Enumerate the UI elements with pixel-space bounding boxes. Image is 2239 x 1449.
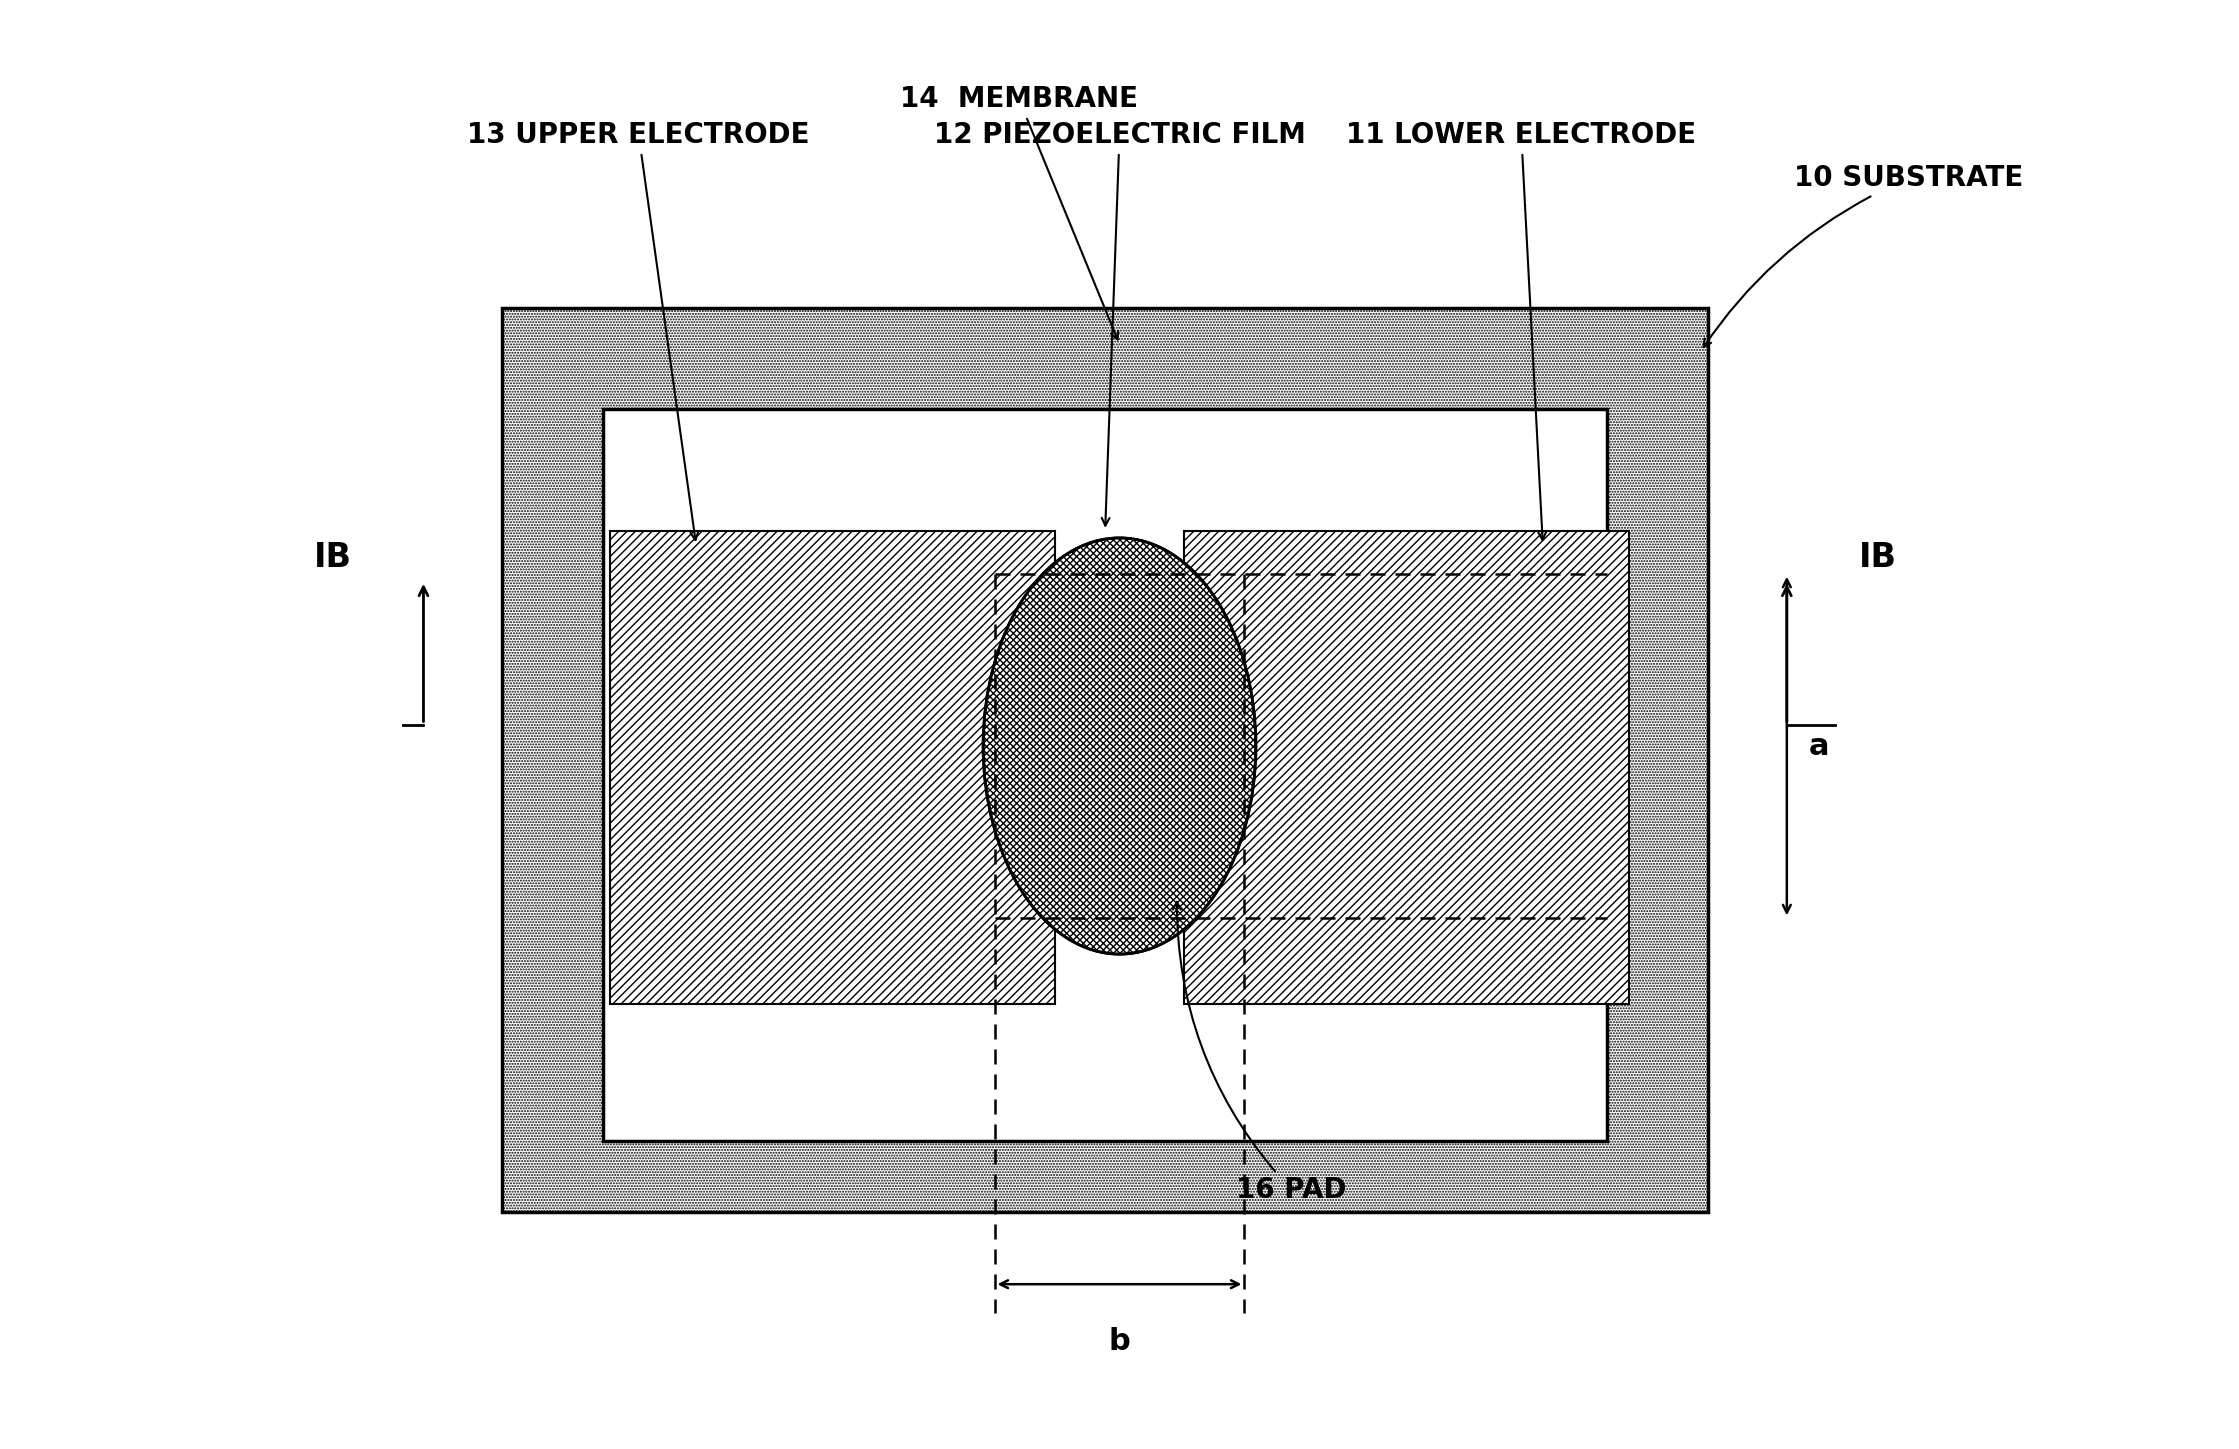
- Text: 12 PIEZOELECTRIC FILM: 12 PIEZOELECTRIC FILM: [934, 122, 1305, 526]
- Bar: [502, 309, 1708, 1213]
- Bar: [1184, 530, 1630, 1004]
- Text: a: a: [1809, 732, 1829, 761]
- Bar: [602, 409, 1608, 1140]
- Text: 11 LOWER ELECTRODE: 11 LOWER ELECTRODE: [1346, 122, 1697, 540]
- Text: IB: IB: [1858, 540, 1896, 574]
- Text: 14  MEMBRANE: 14 MEMBRANE: [900, 85, 1137, 339]
- Text: 10 SUBSTRATE: 10 SUBSTRATE: [1704, 164, 2024, 348]
- Text: 13 UPPER ELECTRODE: 13 UPPER ELECTRODE: [468, 122, 811, 540]
- Ellipse shape: [983, 538, 1256, 953]
- Text: 16 PAD: 16 PAD: [1173, 901, 1348, 1204]
- Text: IB: IB: [313, 540, 352, 574]
- Bar: [609, 530, 1055, 1004]
- Text: b: b: [1108, 1327, 1131, 1356]
